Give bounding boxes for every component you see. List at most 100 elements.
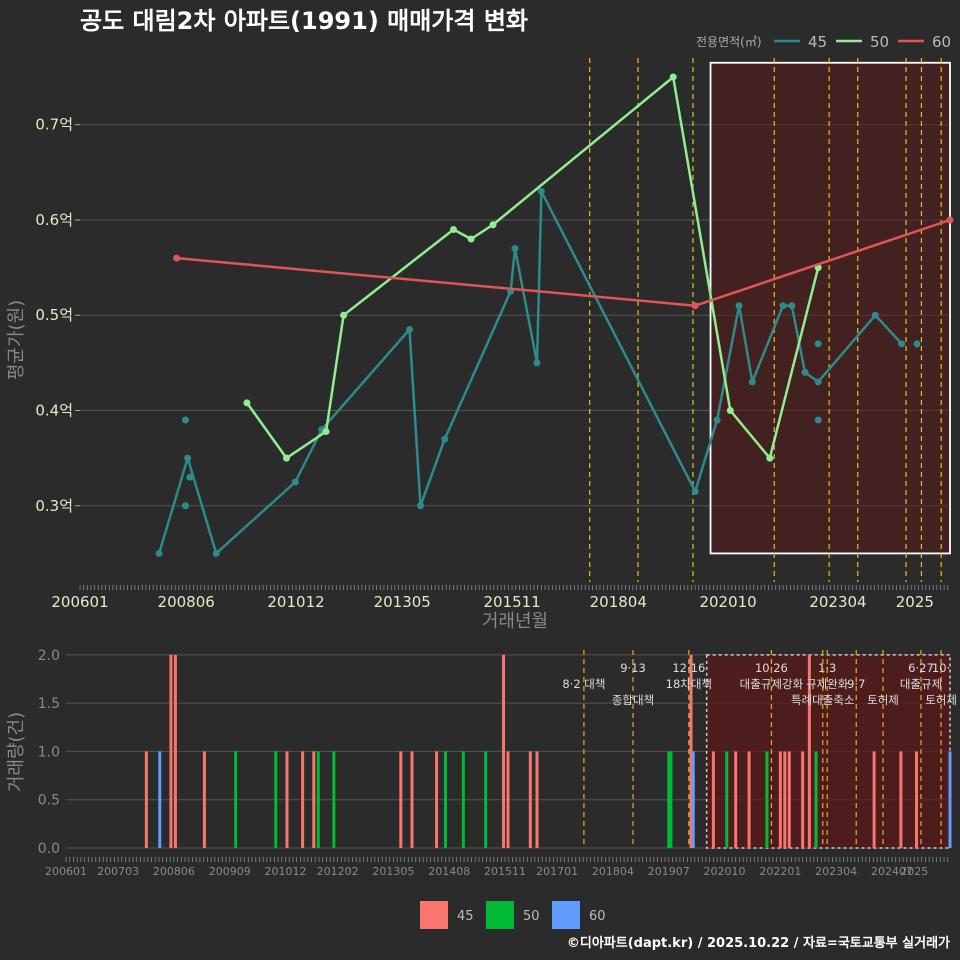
- data-point-60: [946, 216, 954, 224]
- legend-label-bar-45: 45: [457, 909, 474, 924]
- x-tick-label-volume: 2025: [900, 865, 928, 878]
- volume-bar-45: [734, 751, 738, 848]
- data-point-45: [913, 340, 921, 348]
- x-tick-label-volume: 201701: [536, 865, 578, 878]
- volume-bar-45: [787, 751, 791, 848]
- volume-bar-50: [461, 751, 465, 848]
- y-tick-label-volume: 1.5: [38, 696, 60, 712]
- data-point-45: [212, 549, 220, 557]
- volume-bar-50: [725, 751, 729, 848]
- data-point-50: [322, 427, 330, 435]
- y-axis-title: 평균가(원): [6, 300, 27, 380]
- legend-swatch-45: [420, 901, 448, 929]
- volume-bar-45: [169, 654, 173, 848]
- data-point-45: [181, 416, 189, 424]
- x-tick-label: 201305: [374, 593, 431, 611]
- volume-bar-50: [667, 751, 671, 848]
- data-point-45: [417, 502, 425, 510]
- volume-bar-45: [689, 654, 693, 848]
- x-tick-label-volume: 200909: [209, 865, 251, 878]
- policy-label: 규제완화: [806, 677, 849, 691]
- data-point-50: [243, 399, 251, 407]
- x-tick-label: 202010: [699, 593, 756, 611]
- volume-bar-50: [234, 751, 238, 848]
- data-point-45: [779, 302, 787, 310]
- volume-bar-45: [285, 751, 289, 848]
- x-tick-label-volume: 201305: [372, 865, 414, 878]
- x-tick-label-volume: 201012: [265, 865, 307, 878]
- x-tick-label-volume: 200601: [45, 865, 87, 878]
- x-tick-label-volume: 202407: [871, 865, 913, 878]
- volume-bar-45: [711, 751, 715, 848]
- y-tick-label: 0.4억: [35, 402, 73, 420]
- volume-bar-45: [144, 751, 148, 848]
- data-point-45: [871, 311, 879, 319]
- x-tick-label-volume: 201511: [484, 865, 526, 878]
- policy-label: 18차대책: [666, 677, 712, 691]
- y-axis-title-volume: 거래량(건): [6, 712, 27, 792]
- volume-bar-50: [443, 751, 447, 848]
- x-tick-label-volume: 201804: [592, 865, 634, 878]
- data-point-45: [291, 478, 299, 486]
- y-tick-label: 0.6억: [35, 211, 73, 229]
- volume-bar-45: [915, 751, 919, 848]
- data-point-60: [173, 254, 181, 262]
- policy-label: 1·3: [818, 661, 836, 675]
- data-point-50: [669, 73, 677, 81]
- data-point-50: [340, 311, 348, 319]
- policy-label: 종합대책: [612, 693, 654, 707]
- x-tick-label: 201511: [483, 593, 540, 611]
- x-tick-label-volume: 201408: [428, 865, 470, 878]
- volume-bar-50: [669, 751, 673, 848]
- data-point-45: [155, 549, 163, 557]
- data-point-45: [898, 340, 906, 348]
- volume-bar-45: [301, 751, 305, 848]
- volume-bar-45: [435, 751, 439, 848]
- volume-bar-60: [158, 751, 162, 848]
- volume-bar-45: [410, 751, 414, 848]
- bottom-legend: 45 50 60: [420, 901, 606, 929]
- volume-bar-50: [484, 751, 488, 848]
- data-point-45: [735, 302, 743, 310]
- volume-bar-50: [274, 751, 278, 848]
- data-point-45: [814, 340, 822, 348]
- x-tick-label-volume: 201907: [648, 865, 690, 878]
- volume-bar-50: [765, 751, 769, 848]
- data-point-50: [283, 454, 291, 462]
- volume-bar-45: [872, 751, 876, 848]
- policy-label: 9·13: [620, 661, 646, 675]
- volume-bar-45: [783, 751, 787, 848]
- volume-bar-45: [807, 654, 811, 848]
- data-point-45: [801, 368, 809, 376]
- legend-swatch-50: [486, 901, 514, 929]
- data-point-45: [748, 378, 756, 386]
- volume-bar-50: [316, 751, 320, 848]
- policy-label: 대출규제: [900, 677, 942, 691]
- legend-label-bar-60: 60: [589, 909, 606, 924]
- volume-bar-45: [506, 751, 510, 848]
- highlight-region-volume: [705, 654, 951, 849]
- volume-bar-60: [691, 751, 695, 848]
- data-point-45: [533, 359, 541, 367]
- volume-bar-45: [801, 751, 805, 848]
- data-point-45: [691, 487, 699, 495]
- data-point-45: [184, 454, 192, 462]
- chart-title: 공도 대림2차 아파트(1991) 매매가격 변화: [80, 7, 528, 35]
- y-tick-label-volume: 2.0: [38, 648, 60, 664]
- data-point-50: [766, 454, 774, 462]
- volume-bar-45: [778, 751, 782, 848]
- data-point-50: [489, 221, 497, 229]
- legend-swatch-60: [552, 901, 580, 929]
- volume-bar-60: [948, 751, 952, 848]
- data-point-45: [788, 302, 796, 310]
- data-point-45: [537, 187, 545, 195]
- x-tick-label-volume: 200703: [97, 865, 139, 878]
- x-tick-label-volume: 202304: [815, 865, 857, 878]
- x-axis-title: 거래년월: [482, 611, 548, 632]
- x-tick-label: 200601: [51, 593, 108, 611]
- legend-label-45: 45: [808, 33, 827, 51]
- x-tick-label: 2025: [896, 593, 934, 611]
- legend-title: 전용면적(㎡): [696, 35, 762, 49]
